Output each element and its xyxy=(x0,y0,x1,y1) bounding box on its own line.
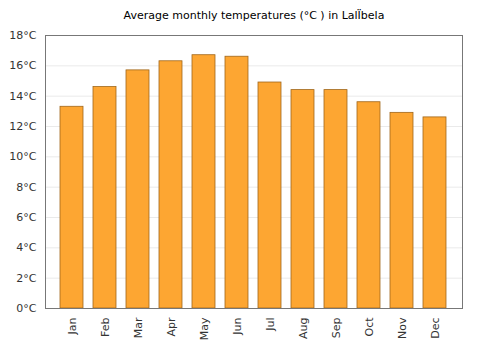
svg-text:6°C: 6°C xyxy=(16,211,36,224)
svg-text:Feb: Feb xyxy=(99,317,112,336)
svg-text:Jan: Jan xyxy=(66,317,79,335)
svg-text:May: May xyxy=(198,317,211,340)
svg-text:10°C: 10°C xyxy=(9,150,36,163)
svg-text:Sep: Sep xyxy=(330,317,343,338)
svg-text:Mar: Mar xyxy=(132,317,145,338)
svg-text:4°C: 4°C xyxy=(16,241,36,254)
svg-text:Aug: Aug xyxy=(297,318,310,339)
svg-text:Jun: Jun xyxy=(231,317,244,335)
svg-text:2°C: 2°C xyxy=(16,272,36,285)
svg-text:14°C: 14°C xyxy=(9,90,36,103)
svg-text:Oct: Oct xyxy=(363,317,376,337)
svg-text:Apr: Apr xyxy=(165,317,178,337)
svg-text:Dec: Dec xyxy=(429,318,442,339)
svg-text:Jul: Jul xyxy=(264,318,277,332)
svg-text:16°C: 16°C xyxy=(9,59,36,72)
svg-text:Nov: Nov xyxy=(396,317,409,339)
svg-text:Average monthly temperatures (: Average monthly temperatures (°C ) in La… xyxy=(124,9,385,22)
svg-text:8°C: 8°C xyxy=(16,181,36,194)
svg-text:12°C: 12°C xyxy=(9,120,36,133)
svg-text:0°C: 0°C xyxy=(16,302,36,315)
svg-text:18°C: 18°C xyxy=(9,29,36,42)
